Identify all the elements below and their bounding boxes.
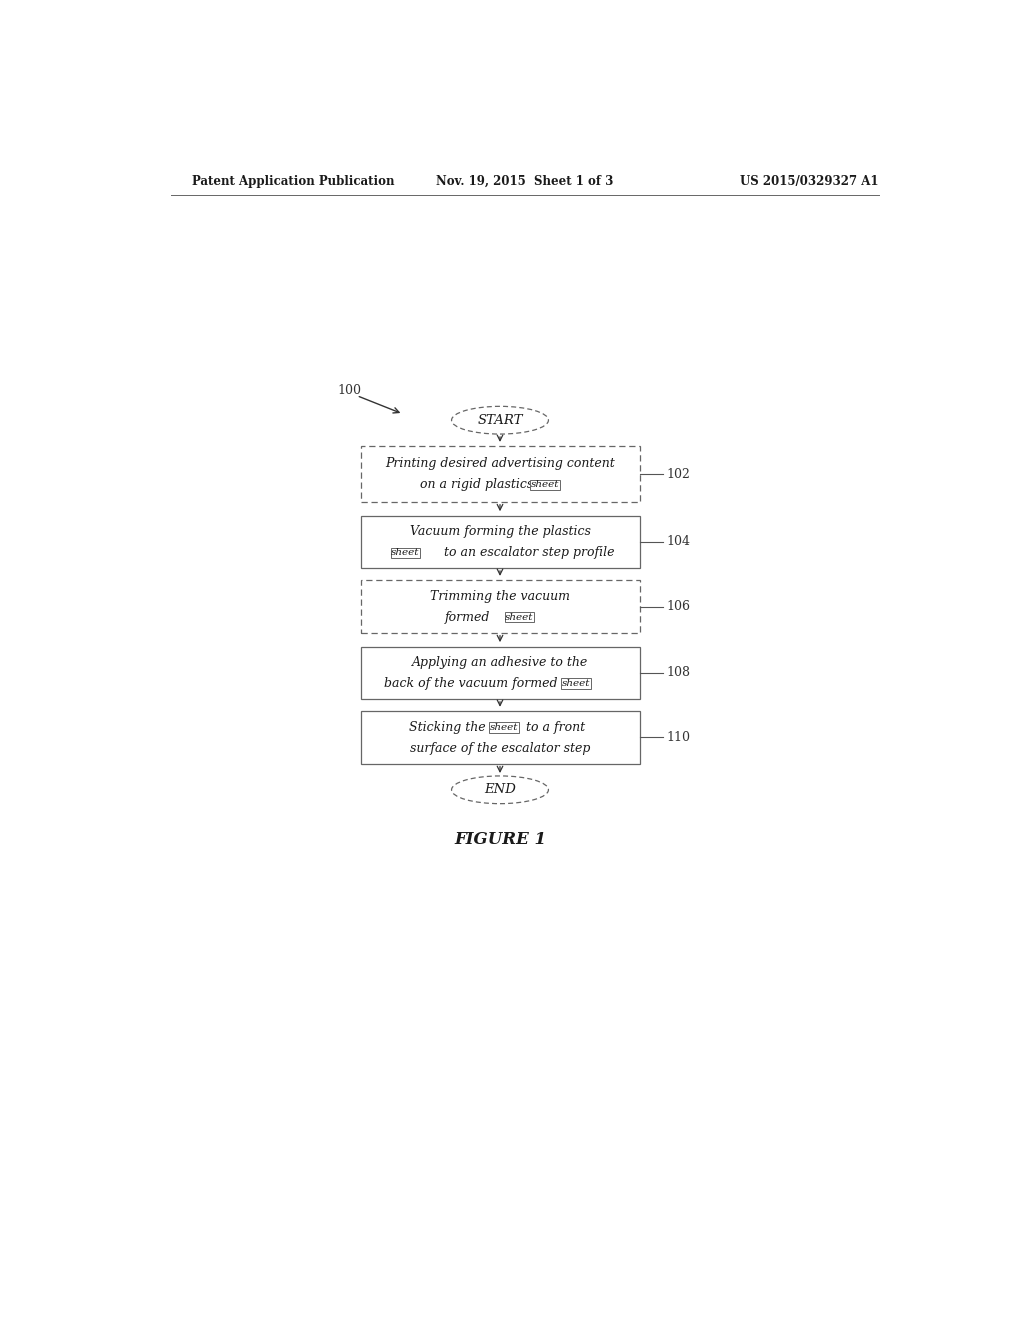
Text: US 2015/0329327 A1: US 2015/0329327 A1 <box>740 176 879 187</box>
Text: back of the vacuum formed: back of the vacuum formed <box>384 677 557 690</box>
Text: 102: 102 <box>667 467 690 480</box>
Ellipse shape <box>452 776 549 804</box>
Text: END: END <box>484 783 516 796</box>
FancyBboxPatch shape <box>360 647 640 700</box>
Text: sheet: sheet <box>391 548 420 557</box>
FancyBboxPatch shape <box>360 446 640 502</box>
Text: sheet: sheet <box>489 723 518 731</box>
Text: Sticking the: Sticking the <box>409 721 485 734</box>
Text: 110: 110 <box>667 731 690 744</box>
Text: to an escalator step profile: to an escalator step profile <box>444 546 614 560</box>
FancyBboxPatch shape <box>360 581 640 632</box>
Text: Patent Application Publication: Patent Application Publication <box>191 176 394 187</box>
Ellipse shape <box>452 407 549 434</box>
Text: sheet: sheet <box>505 612 534 622</box>
Text: Vacuum forming the plastics: Vacuum forming the plastics <box>410 525 591 539</box>
Text: sheet: sheet <box>562 678 590 688</box>
Text: sheet: sheet <box>530 480 559 490</box>
Text: FIGURE 1: FIGURE 1 <box>454 832 546 849</box>
Text: Applying an adhesive to the: Applying an adhesive to the <box>412 656 588 669</box>
Text: Printing desired advertising content: Printing desired advertising content <box>385 457 614 470</box>
Text: formed: formed <box>444 611 490 624</box>
Text: 104: 104 <box>667 536 690 548</box>
Text: Trimming the vacuum: Trimming the vacuum <box>430 590 570 603</box>
Text: 108: 108 <box>667 667 690 680</box>
Text: Nov. 19, 2015  Sheet 1 of 3: Nov. 19, 2015 Sheet 1 of 3 <box>436 176 613 187</box>
Text: to a front: to a front <box>526 721 586 734</box>
Text: 106: 106 <box>667 601 690 612</box>
FancyBboxPatch shape <box>360 711 640 763</box>
Text: surface of the escalator step: surface of the escalator step <box>410 742 590 755</box>
Text: START: START <box>477 413 522 426</box>
FancyBboxPatch shape <box>360 516 640 568</box>
Text: on a rigid plastics: on a rigid plastics <box>420 478 534 491</box>
Text: 100: 100 <box>337 384 361 397</box>
